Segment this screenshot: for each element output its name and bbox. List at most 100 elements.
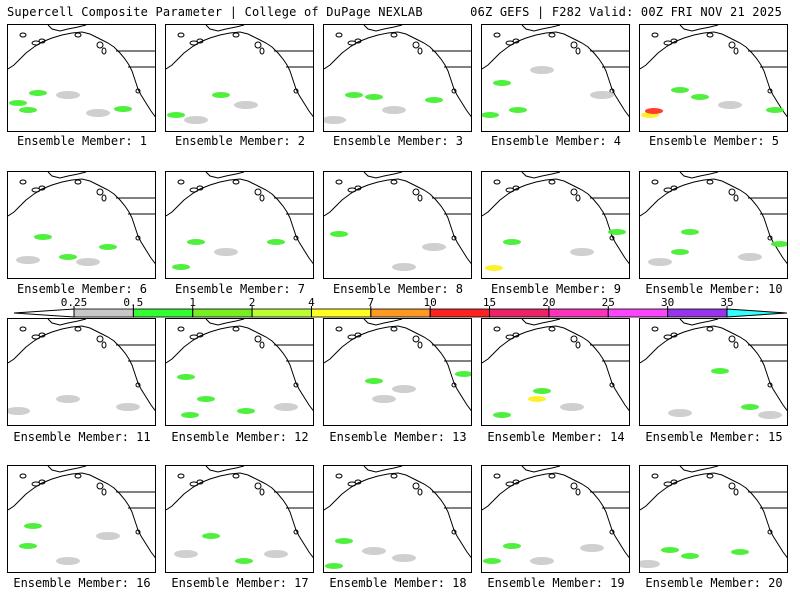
scp-area — [9, 100, 27, 106]
island — [609, 235, 615, 241]
ensemble-panel — [165, 465, 314, 573]
map-title: Supercell Composite Parameter | College … — [7, 5, 423, 19]
island — [417, 47, 423, 55]
ensemble-panel — [639, 318, 788, 426]
scp-area — [382, 106, 406, 114]
island — [548, 473, 556, 479]
scp-area — [580, 544, 604, 552]
island — [96, 482, 104, 490]
island — [38, 479, 46, 485]
map-field — [8, 466, 155, 565]
scp-area — [392, 385, 416, 393]
island — [196, 479, 204, 485]
scp-area — [167, 112, 185, 118]
island — [335, 179, 343, 185]
colorbar-tick-label: 30 — [661, 296, 674, 309]
island — [767, 235, 773, 241]
island — [767, 529, 773, 535]
ensemble-member-label: Ensemble Member: 6 — [16, 282, 148, 296]
island — [706, 326, 714, 332]
ensemble-member-label: Ensemble Member: 10 — [645, 282, 783, 296]
island — [259, 47, 265, 55]
color-scale-legend: 0.25 0.5 1 2 4 7 10 15 20 25 30 35 — [13, 296, 788, 318]
island — [293, 88, 299, 94]
scp-area — [274, 403, 298, 411]
colorbar-tick-label: 0.25 — [61, 296, 88, 309]
scp-area — [482, 112, 499, 118]
map-field — [324, 319, 471, 412]
scp-area — [96, 532, 120, 540]
scp-area — [668, 409, 692, 417]
scp-area — [16, 256, 40, 264]
island — [390, 473, 398, 479]
scp-area — [8, 407, 30, 415]
island — [651, 473, 659, 479]
map-field — [482, 466, 629, 565]
island — [232, 473, 240, 479]
scp-area — [181, 412, 199, 418]
island — [570, 482, 578, 490]
island — [293, 235, 299, 241]
scp-area — [362, 547, 386, 555]
coastline — [679, 25, 719, 32]
coastline — [640, 31, 787, 118]
scp-area — [503, 543, 521, 549]
island — [38, 332, 46, 338]
island — [767, 382, 773, 388]
coastline — [47, 466, 87, 473]
island — [196, 38, 204, 44]
island — [728, 41, 736, 49]
island — [254, 335, 262, 343]
scp-area — [570, 248, 594, 256]
island — [728, 482, 736, 490]
scp-area — [330, 231, 348, 237]
ensemble-member-label: Ensemble Member: 4 — [490, 134, 622, 148]
island — [354, 185, 362, 191]
island — [548, 32, 556, 38]
island — [493, 32, 501, 38]
island — [651, 326, 659, 332]
island — [493, 326, 501, 332]
island — [570, 41, 578, 49]
coastline — [166, 31, 313, 118]
scp-area — [738, 253, 762, 261]
island — [196, 185, 204, 191]
scp-area — [718, 101, 742, 109]
ensemble-member-label: Ensemble Member: 1 — [16, 134, 148, 148]
scp-area — [422, 243, 446, 251]
scp-area — [645, 108, 663, 114]
scp-area — [29, 90, 47, 96]
island — [38, 185, 46, 191]
scp-area — [116, 403, 140, 411]
ensemble-panel — [165, 24, 314, 132]
colorbar-segment — [489, 308, 550, 318]
coastline — [679, 466, 719, 473]
island — [733, 488, 739, 496]
colorbar-tick-label: 2 — [249, 296, 256, 309]
ensemble-member-label: Ensemble Member: 16 — [13, 576, 151, 590]
island — [293, 529, 299, 535]
island — [74, 179, 82, 185]
island — [548, 326, 556, 332]
ensemble-panel — [7, 465, 156, 573]
scp-area — [608, 229, 626, 235]
island — [575, 194, 581, 202]
scp-area — [758, 411, 782, 419]
island — [575, 341, 581, 349]
island — [651, 32, 659, 38]
scp-area — [503, 239, 521, 245]
coastline — [640, 472, 787, 559]
ensemble-member-label: Ensemble Member: 15 — [645, 430, 783, 444]
island — [670, 38, 678, 44]
coastline — [47, 25, 87, 32]
colorbar-high-arrow — [726, 308, 788, 318]
island — [232, 32, 240, 38]
coastline — [205, 172, 245, 179]
island — [74, 473, 82, 479]
ensemble-panel — [323, 318, 472, 426]
island — [19, 473, 27, 479]
island — [254, 482, 262, 490]
scp-area — [483, 558, 501, 564]
ensemble-panel — [165, 171, 314, 279]
scp-area — [264, 550, 288, 558]
